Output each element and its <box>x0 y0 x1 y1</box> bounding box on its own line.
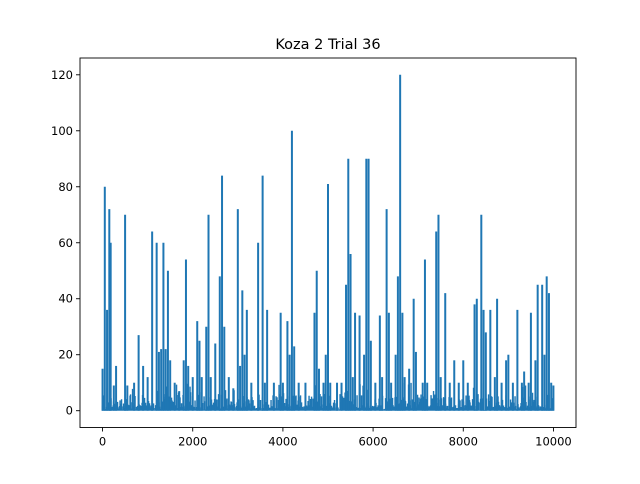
y-tick-label: 60 <box>58 236 73 250</box>
y-tick-label: 120 <box>51 68 73 82</box>
plot-frame <box>79 57 577 428</box>
chart-title: Koza 2 Trial 36 <box>275 37 380 53</box>
x-tick-label: 8000 <box>449 435 478 449</box>
y-tick-label: 40 <box>58 292 73 306</box>
y-tick-label: 20 <box>58 348 73 362</box>
y-tick-label: 80 <box>58 180 73 194</box>
x-tick-label: 10000 <box>535 435 572 449</box>
x-tick-label: 6000 <box>358 435 387 449</box>
series-layer <box>101 74 555 411</box>
x-tick-label: 2000 <box>178 435 207 449</box>
x-tick-label: 4000 <box>268 435 297 449</box>
axis-ticks: 0 2000 4000 6000 8000 10000 0 20 40 60 80 100 120 <box>51 68 572 449</box>
y-tick-label: 100 <box>51 124 73 138</box>
y-tick-label: 0 <box>66 404 73 418</box>
x-tick-label: 0 <box>99 435 106 449</box>
